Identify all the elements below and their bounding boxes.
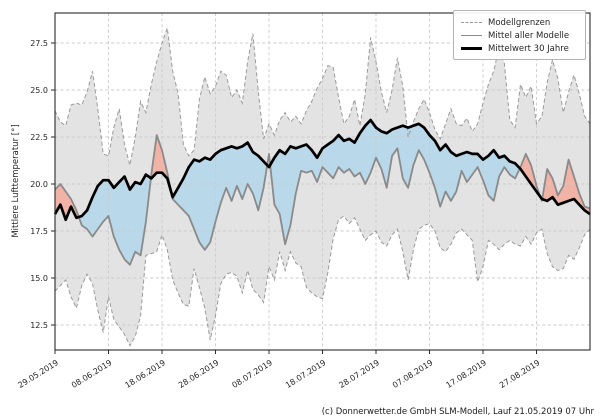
x-tick-label: 18.06.2019 — [123, 358, 167, 390]
warmer-than-normal-fill — [150, 135, 172, 193]
y-tick-label: 17.5 — [30, 227, 48, 236]
legend-label: Modellgrenzen — [488, 17, 551, 28]
black-line-icon — [461, 47, 482, 50]
climate-mean-line — [53, 118, 591, 222]
x-tick-label: 08.07.2019 — [230, 358, 274, 390]
legend-label: Mittelwert 30 Jahre — [488, 43, 569, 54]
colder-than-normal-fill — [78, 174, 151, 265]
x-tick-label: 27.08.2019 — [498, 358, 542, 390]
y-tick-label: 27.5 — [30, 39, 48, 48]
x-tick-label: 07.08.2019 — [391, 358, 435, 390]
y-tick-label: 12.5 — [30, 321, 48, 330]
x-tick-label: 28.06.2019 — [177, 358, 221, 390]
x-tick-label: 08.06.2019 — [70, 358, 114, 390]
x-tick-label: 18.07.2019 — [284, 358, 328, 390]
legend-item-modellgrenzen: Modellgrenzen — [461, 16, 578, 29]
model-mean-line — [54, 134, 591, 266]
model-lower-bound-line — [54, 215, 591, 347]
x-tick-label: 29.05.2019 — [16, 358, 60, 390]
colder-than-normal-fill — [270, 120, 520, 245]
gray-line-icon — [461, 35, 482, 36]
y-tick-label: 15.0 — [30, 274, 48, 283]
y-axis-title: Mittlere Lufttemperatur [°] — [11, 124, 21, 238]
dashed-line-icon — [461, 22, 482, 23]
warmer-than-normal-fill — [519, 153, 541, 198]
x-tick-label: 17.08.2019 — [444, 358, 488, 390]
warmer-than-normal-fill — [55, 184, 79, 220]
y-tick-label: 22.5 — [30, 133, 48, 142]
colder-than-normal-fill — [171, 142, 268, 250]
legend-label: Mittel aller Modelle — [488, 30, 570, 41]
y-tick-label: 25.0 — [30, 86, 48, 95]
y-tick-label: 20.0 — [30, 180, 48, 189]
warmer-than-normal-fill — [542, 159, 590, 215]
legend: Modellgrenzen Mittel aller Modelle Mitte… — [453, 10, 586, 60]
legend-item-mittel-aller-modelle: Mittel aller Modelle — [461, 29, 578, 42]
copyright-credit: (c) Donnerwetter.de GmbH SLM-Modell, Lau… — [321, 407, 594, 417]
x-tick-label: 28.07.2019 — [337, 358, 381, 390]
legend-item-mittelwert-30-jahre: Mittelwert 30 Jahre — [461, 42, 578, 55]
